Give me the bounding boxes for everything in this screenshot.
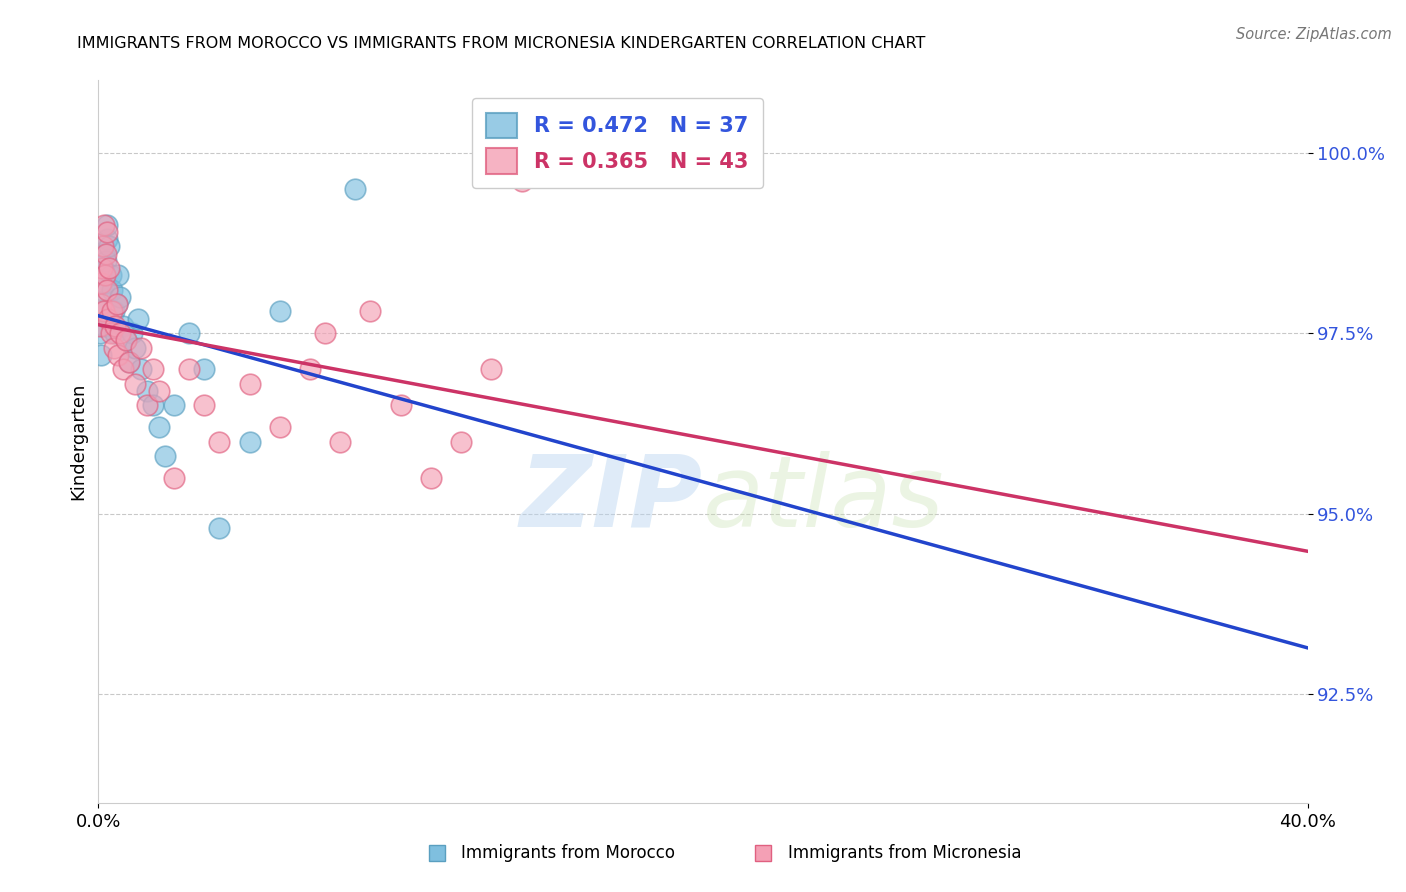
Point	[96, 232, 118, 246]
Point	[114, 334, 136, 348]
Point	[135, 384, 157, 398]
Point	[94, 246, 117, 260]
Point	[142, 362, 165, 376]
Text: atlas: atlas	[703, 450, 945, 548]
Point	[135, 398, 157, 412]
Point	[89, 326, 111, 341]
Point	[179, 362, 201, 376]
Point	[108, 290, 131, 304]
Point	[100, 268, 122, 283]
Text: ZIP: ZIP	[520, 450, 703, 548]
Point	[90, 297, 112, 311]
Point	[124, 341, 146, 355]
Point	[91, 283, 114, 297]
Y-axis label: Kindergarten: Kindergarten	[69, 383, 87, 500]
Point	[90, 348, 112, 362]
Point	[360, 304, 382, 318]
Point	[97, 311, 120, 326]
Point	[344, 182, 367, 196]
Point	[124, 376, 146, 391]
Point	[98, 261, 121, 276]
Point	[129, 341, 152, 355]
Point	[104, 318, 127, 333]
Point	[114, 334, 136, 348]
Point	[111, 362, 134, 376]
Point	[193, 362, 215, 376]
Point	[420, 471, 443, 485]
Point	[111, 318, 134, 333]
Point	[269, 304, 291, 318]
Point	[329, 434, 352, 449]
Point	[105, 297, 128, 311]
Point	[105, 297, 128, 311]
Point	[104, 326, 127, 341]
Legend: R = 0.472   N = 37, R = 0.365   N = 43: R = 0.472 N = 37, R = 0.365 N = 43	[471, 98, 763, 188]
Point	[239, 376, 262, 391]
Point	[142, 398, 165, 412]
Point	[163, 398, 186, 412]
Point	[389, 398, 412, 412]
Point	[148, 384, 170, 398]
Point	[299, 362, 322, 376]
Point	[103, 341, 125, 355]
Point	[107, 268, 129, 283]
Point	[94, 276, 117, 290]
Point	[101, 304, 124, 318]
Text: IMMIGRANTS FROM MOROCCO VS IMMIGRANTS FROM MICRONESIA KINDERGARTEN CORRELATION C: IMMIGRANTS FROM MOROCCO VS IMMIGRANTS FR…	[77, 36, 925, 51]
Point	[179, 326, 201, 341]
Point	[269, 420, 291, 434]
Point	[98, 239, 121, 253]
Point	[314, 326, 336, 341]
Point	[93, 218, 115, 232]
Point	[90, 304, 112, 318]
Point	[163, 471, 186, 485]
Point	[193, 398, 215, 412]
Point	[93, 304, 115, 318]
Point	[107, 348, 129, 362]
Point	[91, 261, 114, 276]
Point	[93, 318, 115, 333]
Point	[121, 326, 143, 341]
Text: Immigrants from Morocco: Immigrants from Morocco	[461, 845, 675, 863]
Point	[94, 253, 117, 268]
Point	[96, 225, 118, 239]
Point	[239, 434, 262, 449]
Point	[153, 449, 176, 463]
Point	[108, 326, 131, 341]
Point	[148, 420, 170, 434]
Point	[90, 276, 112, 290]
Point	[91, 261, 114, 276]
Point	[208, 434, 231, 449]
Point	[101, 283, 124, 297]
Point	[450, 434, 472, 449]
Point	[118, 355, 141, 369]
Point	[129, 362, 152, 376]
Point	[91, 239, 114, 253]
Point	[94, 268, 117, 283]
Point	[481, 362, 503, 376]
Point	[93, 246, 115, 260]
Point	[103, 304, 125, 318]
Point	[127, 311, 149, 326]
Text: Source: ZipAtlas.com: Source: ZipAtlas.com	[1236, 27, 1392, 42]
Point	[89, 318, 111, 333]
Point	[510, 174, 533, 188]
Point	[96, 283, 118, 297]
Point	[100, 326, 122, 341]
Point	[96, 218, 118, 232]
Point	[208, 521, 231, 535]
Text: Immigrants from Micronesia: Immigrants from Micronesia	[787, 845, 1021, 863]
Point	[118, 355, 141, 369]
